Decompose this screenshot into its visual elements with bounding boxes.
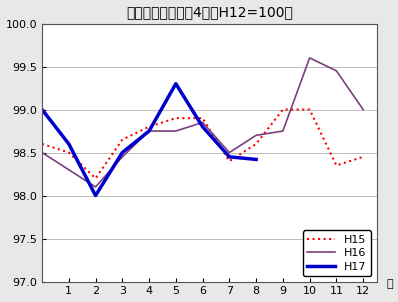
H15 — [120, 138, 125, 141]
H16 — [200, 120, 205, 124]
H16 — [66, 168, 71, 172]
Line: H15: H15 — [42, 110, 363, 178]
H17 — [200, 125, 205, 129]
H16 — [93, 185, 98, 189]
H15 — [307, 108, 312, 111]
H17 — [66, 142, 71, 146]
H16 — [40, 151, 45, 154]
Legend: H15, H16, H17: H15, H16, H17 — [303, 230, 371, 276]
H15 — [227, 159, 232, 163]
H17 — [93, 194, 98, 198]
H16 — [227, 151, 232, 154]
H16 — [307, 56, 312, 60]
Text: 月: 月 — [386, 279, 393, 289]
H16 — [254, 133, 258, 137]
Title: 総合指数の動き　4市（H12=100）: 総合指数の動き 4市（H12=100） — [126, 5, 293, 20]
H17 — [120, 151, 125, 154]
H15 — [334, 164, 339, 167]
Line: H16: H16 — [42, 58, 363, 187]
H17 — [40, 108, 45, 111]
H15 — [281, 108, 285, 111]
H16 — [147, 129, 152, 133]
H17 — [254, 158, 258, 161]
H15 — [361, 155, 365, 159]
H15 — [93, 177, 98, 180]
H17 — [174, 82, 178, 85]
H16 — [334, 69, 339, 72]
H16 — [281, 129, 285, 133]
H17 — [147, 129, 152, 133]
H16 — [174, 129, 178, 133]
H16 — [361, 108, 365, 111]
H15 — [147, 125, 152, 129]
H15 — [40, 142, 45, 146]
H16 — [120, 155, 125, 159]
H15 — [174, 116, 178, 120]
H17 — [227, 155, 232, 159]
H15 — [200, 116, 205, 120]
Line: H17: H17 — [42, 84, 256, 196]
H15 — [66, 151, 71, 154]
H15 — [254, 142, 258, 146]
